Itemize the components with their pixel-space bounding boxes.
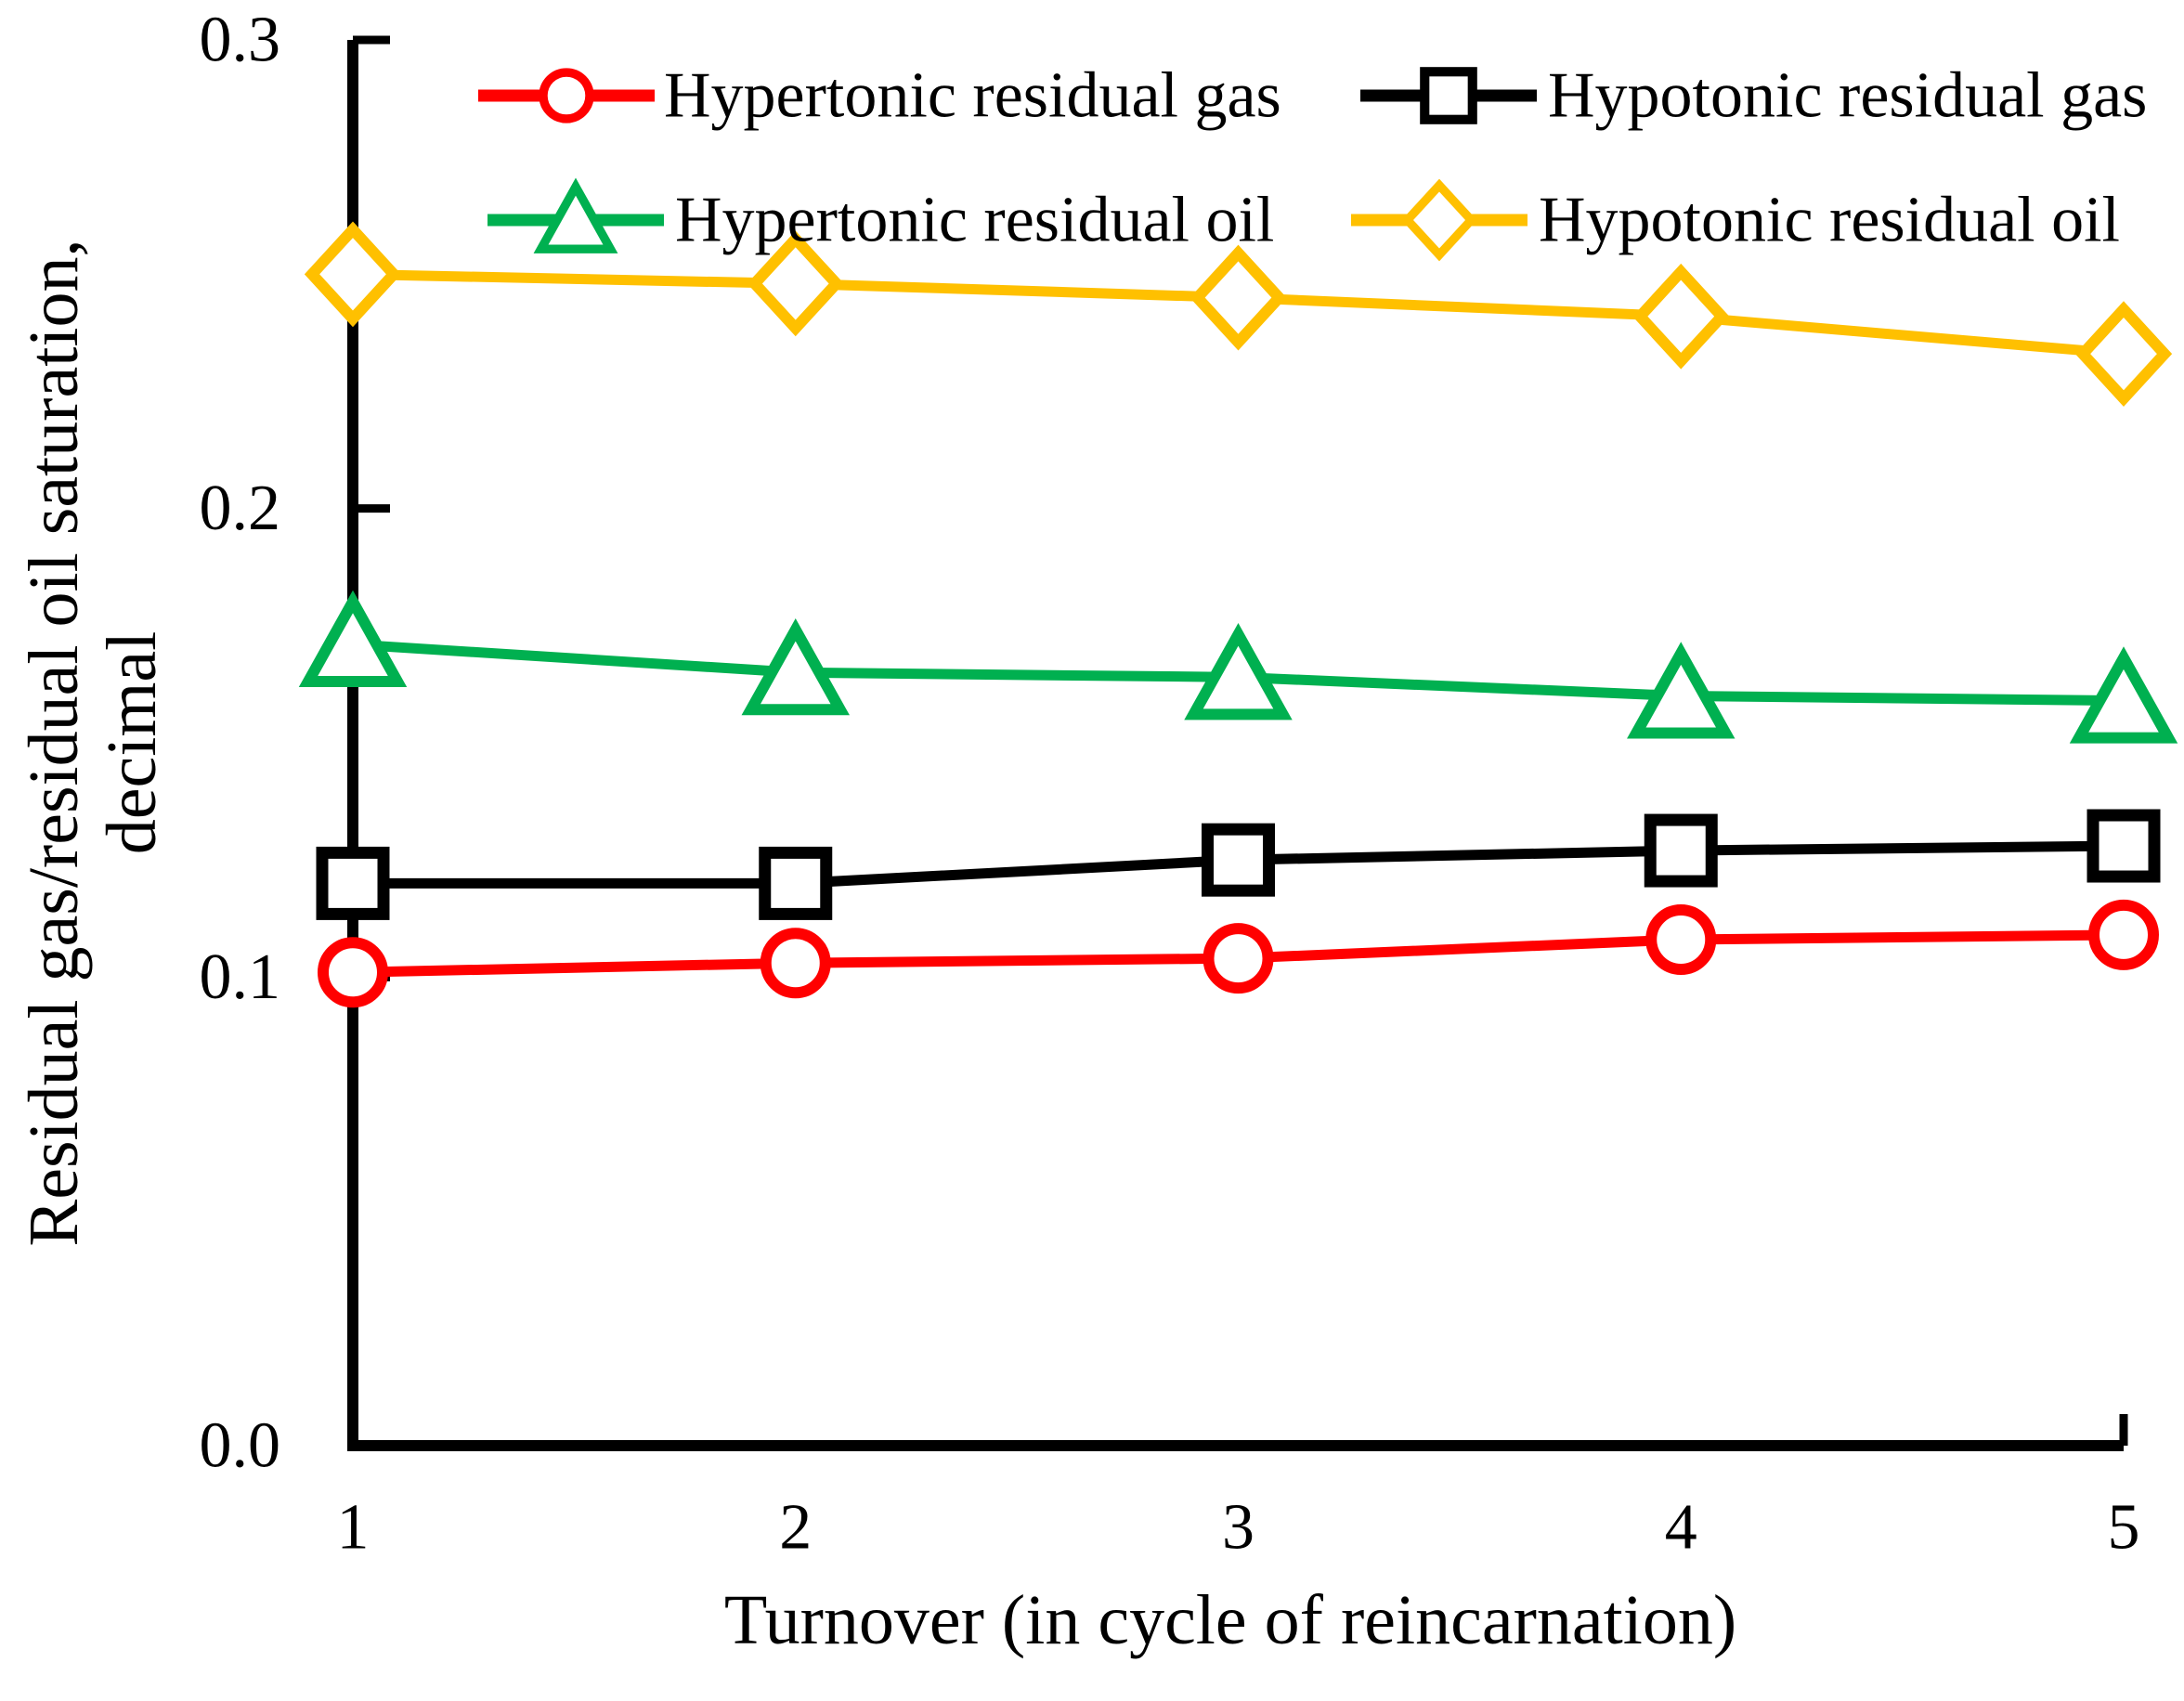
legend-marker-diamond xyxy=(1401,178,1477,262)
data-point-square-x3 xyxy=(1202,823,1275,897)
x-tick-label: 3 xyxy=(1222,1492,1254,1564)
data-point-circle-x5 xyxy=(2088,899,2159,970)
data-point-triangle-x5 xyxy=(2069,646,2178,744)
data-point-circle-x4 xyxy=(1645,903,1717,975)
y-axis-title-line1: Residual gas/residual oil saturation, xyxy=(15,240,93,1247)
x-tick-label: 5 xyxy=(2108,1492,2140,1564)
data-point-triangle-x1 xyxy=(298,590,408,688)
legend-label-diamond: Hypotonic residual oil xyxy=(1539,185,2120,256)
legend-marker-triangle xyxy=(533,177,618,253)
legend-label-triangle: Hypertonic residual oil xyxy=(675,185,1274,256)
data-point-triangle-x2 xyxy=(741,617,850,716)
legend-label-square: Hypotonic residual gas xyxy=(1548,60,2147,132)
y-tick-label: 0.0 xyxy=(200,1410,281,1482)
data-point-square-x2 xyxy=(759,846,833,920)
data-point-square-x4 xyxy=(1644,813,1718,888)
legend-marker-circle xyxy=(539,68,594,123)
y-tick-label: 0.3 xyxy=(200,5,281,76)
x-tick-label: 4 xyxy=(1665,1492,1697,1564)
data-point-square-x1 xyxy=(316,846,390,920)
y-tick-label: 0.1 xyxy=(200,941,281,1013)
data-point-diamond-x4 xyxy=(1632,263,1730,370)
legend-marker-square xyxy=(1420,67,1477,124)
data-point-circle-x1 xyxy=(318,937,388,1008)
data-point-diamond-x5 xyxy=(2074,301,2173,408)
data-point-square-x5 xyxy=(2086,809,2161,883)
data-point-diamond-x2 xyxy=(747,230,844,337)
data-point-triangle-x3 xyxy=(1184,623,1293,721)
x-axis-title: Turnover (in cycle of reincarnation) xyxy=(724,1581,1736,1659)
y-tick-label: 0.2 xyxy=(200,473,281,544)
data-point-circle-x3 xyxy=(1202,923,1274,994)
data-point-triangle-x4 xyxy=(1627,642,1736,739)
legend-label-circle: Hypertonic residual gas xyxy=(664,60,1281,132)
x-tick-label: 1 xyxy=(337,1492,370,1564)
data-point-diamond-x1 xyxy=(304,221,402,328)
data-point-circle-x2 xyxy=(760,928,831,999)
y-axis-title-line2: decimal xyxy=(93,631,171,855)
x-tick-label: 2 xyxy=(779,1492,812,1564)
data-point-diamond-x3 xyxy=(1190,244,1287,351)
